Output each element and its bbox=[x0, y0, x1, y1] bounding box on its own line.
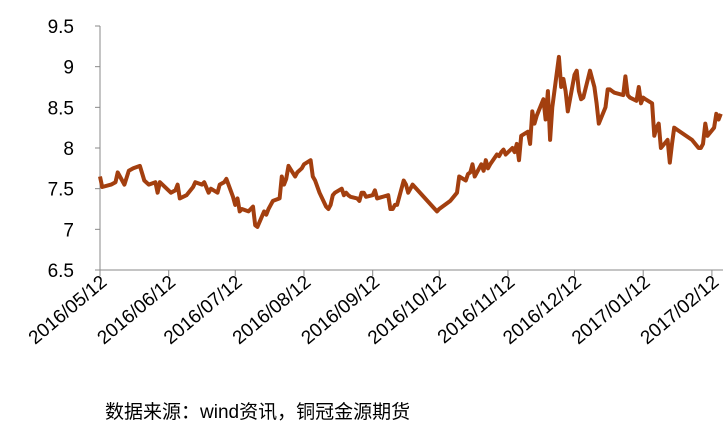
y-tick-label: 8.5 bbox=[48, 98, 74, 119]
y-tick-label: 8 bbox=[63, 139, 74, 160]
y-tick-label: 9 bbox=[63, 58, 74, 79]
price-line bbox=[98, 54, 723, 229]
y-tick-label: 7 bbox=[63, 220, 74, 241]
y-tick-label: 9.5 bbox=[48, 17, 74, 38]
y-tick-label: 7.5 bbox=[48, 180, 74, 201]
y-tick-label: 6.5 bbox=[48, 261, 74, 282]
source-note: 数据来源：wind资讯，铜冠金源期货 bbox=[105, 401, 410, 423]
